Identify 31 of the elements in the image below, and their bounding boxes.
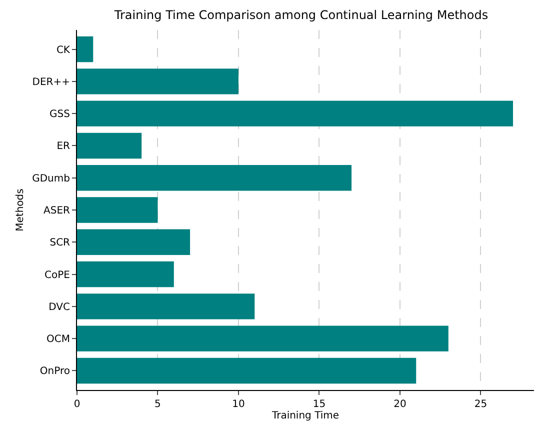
y-tick-label: CK bbox=[56, 44, 70, 56]
y-tick-label: GDumb bbox=[32, 173, 70, 184]
chart-title: Training Time Comparison among Continual Learning Methods bbox=[113, 8, 488, 22]
bar bbox=[77, 100, 514, 126]
x-tick-label: 25 bbox=[474, 399, 488, 410]
x-axis-title: Training Time bbox=[270, 410, 340, 422]
y-tick-label: DER++ bbox=[32, 76, 70, 88]
y-tick-label: ASER bbox=[44, 206, 70, 216]
y-tick-label: SCR bbox=[50, 238, 70, 249]
bar bbox=[77, 229, 190, 255]
x-tick-label: 20 bbox=[394, 399, 406, 410]
x-tick-label: 15 bbox=[312, 399, 326, 410]
bar bbox=[77, 197, 158, 223]
x-tick-label: 0 bbox=[74, 399, 80, 410]
x-tick-label: 5 bbox=[154, 399, 161, 410]
bar bbox=[77, 165, 352, 191]
bar bbox=[77, 261, 174, 288]
x-tick-label: 10 bbox=[232, 399, 245, 410]
bar bbox=[77, 132, 142, 159]
y-tick-label: GSS bbox=[50, 109, 70, 120]
y-axis-title: Methods bbox=[15, 188, 26, 232]
y-tick-label: CoPE bbox=[44, 270, 70, 281]
bar bbox=[77, 358, 416, 384]
y-tick-label: OnPro bbox=[40, 366, 70, 378]
bar bbox=[77, 68, 238, 94]
bar bbox=[77, 294, 255, 320]
y-tick-label: ER bbox=[56, 141, 70, 152]
y-tick-label: DVC bbox=[48, 302, 70, 313]
bar bbox=[77, 326, 448, 352]
y-tick-label: OCM bbox=[46, 334, 70, 346]
bar bbox=[77, 36, 94, 62]
